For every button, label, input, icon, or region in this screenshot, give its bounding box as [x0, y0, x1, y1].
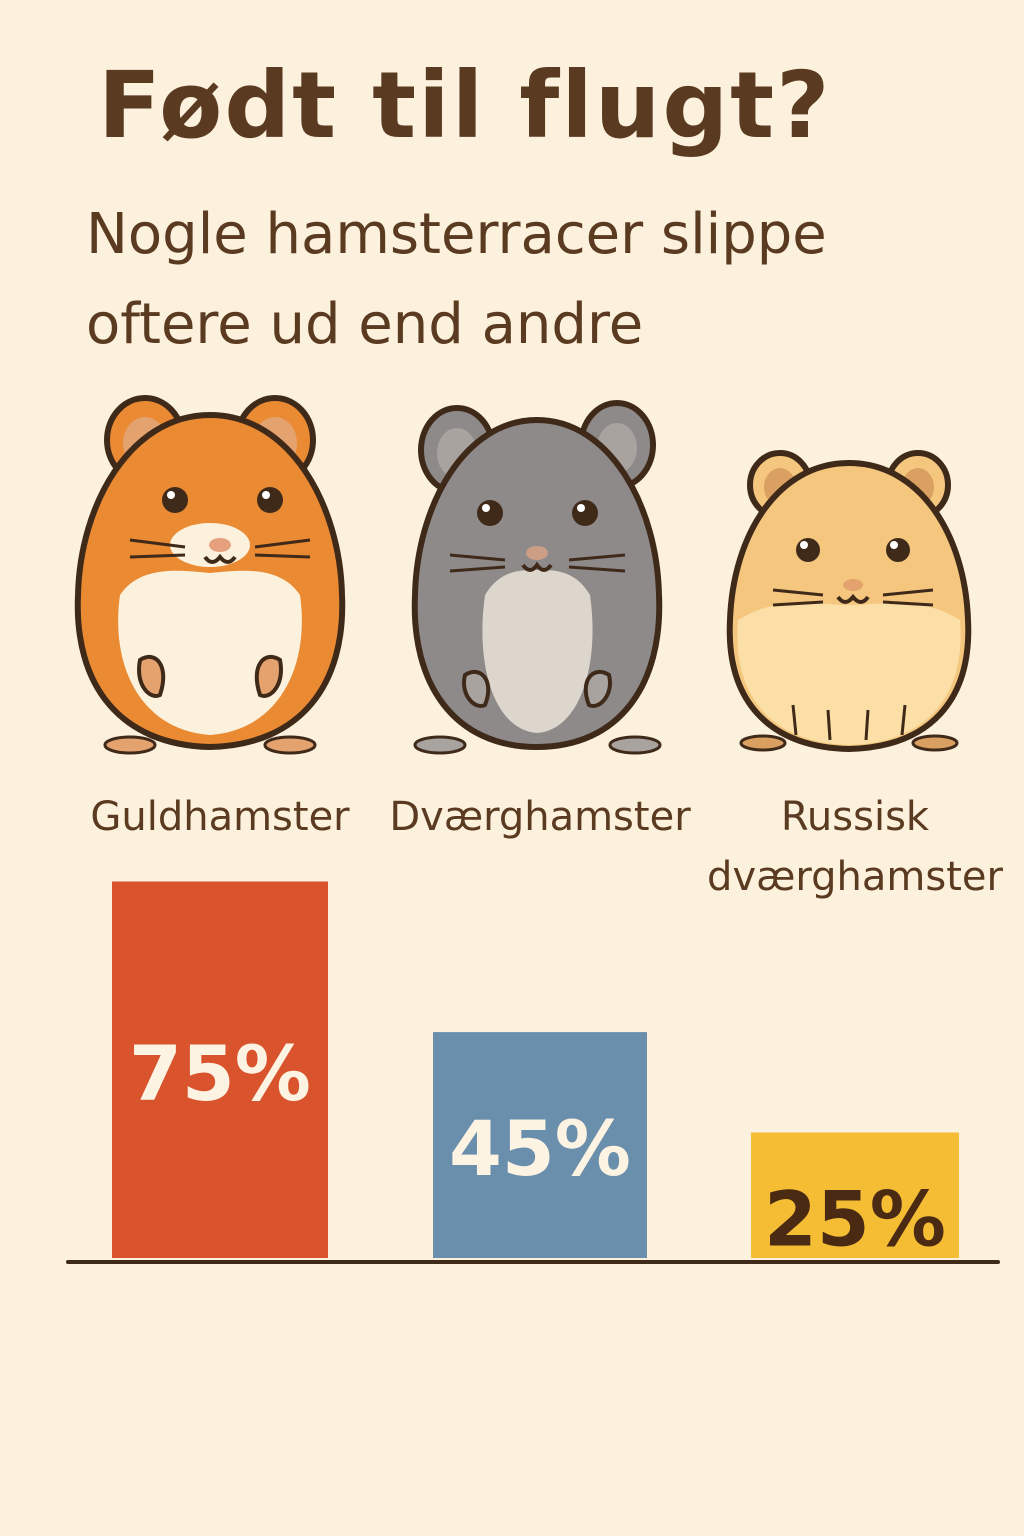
- bar-1: [112, 881, 328, 1258]
- bar-3: [751, 1132, 959, 1258]
- subtitle-line-2: oftere ud end andre: [86, 292, 644, 357]
- category-label-2: Dværghamster: [389, 794, 691, 840]
- russian-dwarf-hamster-icon: [718, 445, 980, 765]
- bar-2: [433, 1032, 647, 1258]
- category-label-3-line-1: Russisk: [781, 794, 930, 840]
- dwarf-hamster-icon: [395, 395, 680, 765]
- value-label-2: 45%: [449, 1104, 631, 1193]
- chart-subtitle: Nogle hamsterracer slippe oftere ud end …: [86, 190, 1024, 370]
- value-label-1: 75%: [129, 1029, 311, 1118]
- category-label-3-line-2: dværghamster: [707, 854, 1003, 900]
- subtitle-line-1: Nogle hamsterracer slippe: [86, 202, 827, 267]
- golden-hamster-icon: [60, 395, 360, 765]
- chart-title: Født til flugt?: [98, 52, 832, 159]
- category-label-1: Guldhamster: [90, 794, 350, 840]
- value-label-3: 25%: [764, 1174, 946, 1263]
